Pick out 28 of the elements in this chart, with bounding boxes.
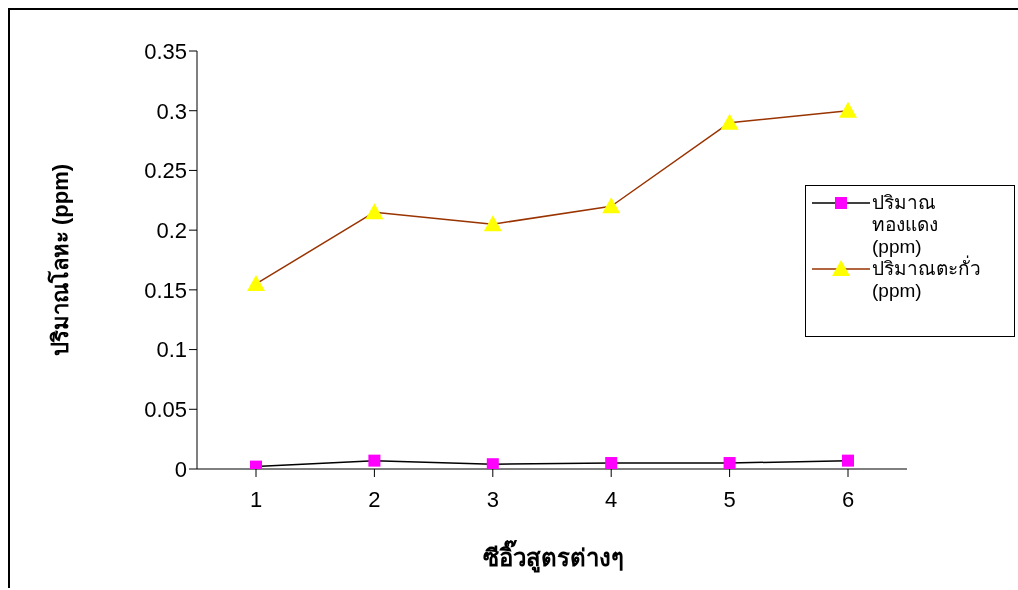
x-tick-label: 4 [605, 486, 618, 512]
legend-label: ปริมาณทองแดง (ppm) [872, 192, 938, 257]
point [602, 197, 621, 214]
x-tick-label: 5 [723, 486, 736, 512]
x-tick-label: 2 [368, 486, 381, 512]
x-tick-label: 6 [841, 486, 855, 512]
y-tick-label: 0.25 [144, 158, 187, 184]
y-tick-label: 0.05 [144, 397, 187, 423]
y-tick-label: 0.15 [144, 277, 187, 303]
point [486, 458, 499, 469]
y-tick-label: 0 [174, 456, 187, 482]
x-axis-title: ซีอิ๊วสูตรต่างๆ [481, 539, 625, 575]
y-tick-label: 0.35 [144, 38, 187, 64]
y-axis-title: ปริมาณโลหะ (ppm) [46, 163, 74, 357]
point [368, 454, 381, 467]
x-tick-label: 1 [249, 486, 263, 512]
point [842, 454, 854, 467]
point [723, 457, 736, 469]
x-tick-label: 3 [486, 486, 499, 512]
point [247, 274, 265, 291]
point [605, 457, 618, 469]
y-tick-label: 0.3 [156, 98, 187, 124]
y-tick-label: 0.2 [156, 217, 187, 243]
point [365, 203, 384, 220]
y-tick-label: 0.1 [156, 337, 187, 363]
point [839, 101, 857, 118]
point [483, 215, 502, 232]
point [720, 113, 739, 130]
